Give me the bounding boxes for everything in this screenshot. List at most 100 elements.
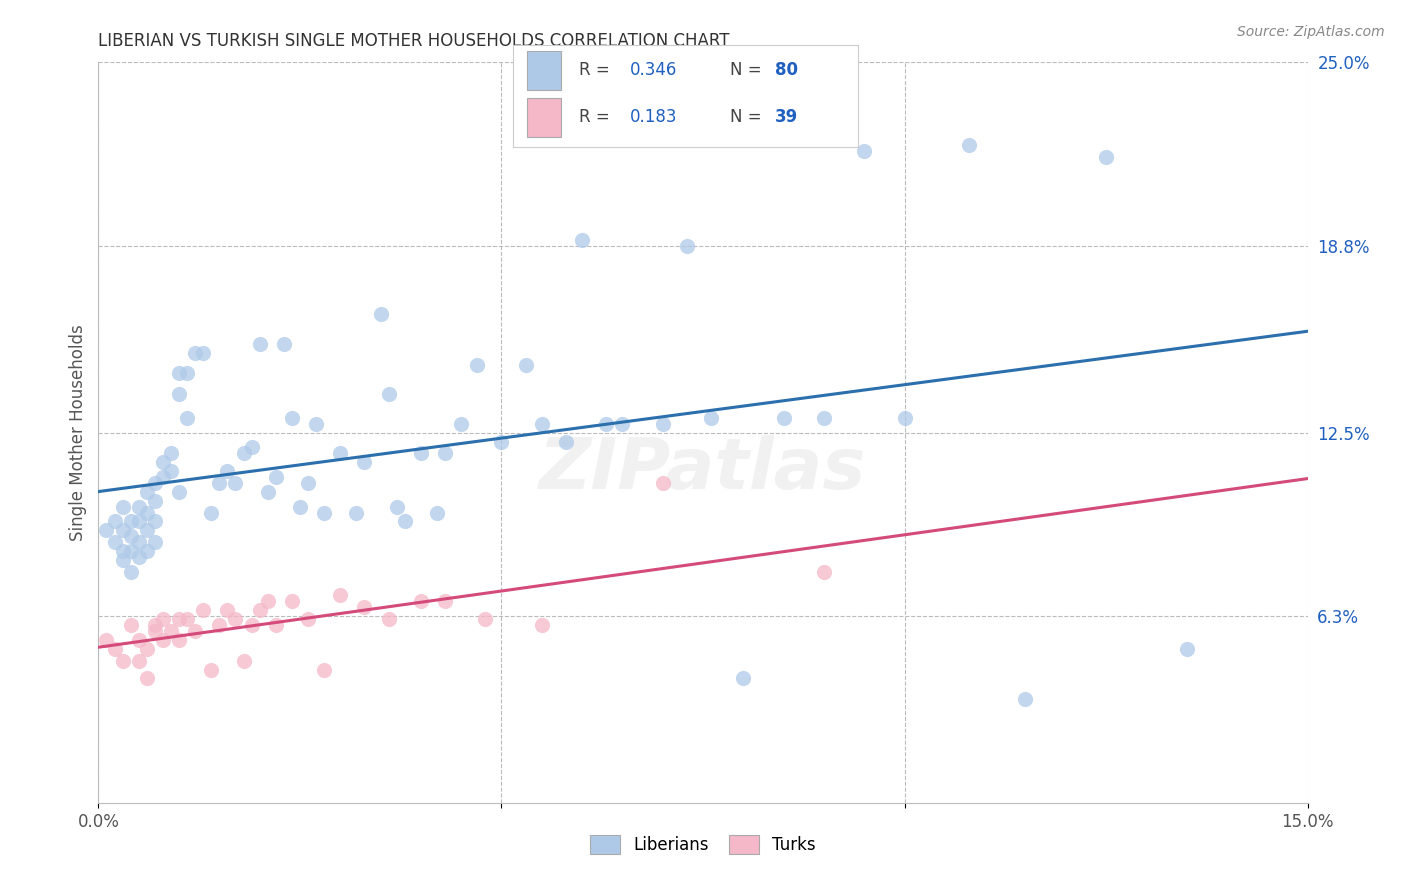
Point (571, 233, 593, 247)
Point (120, 618, 142, 632)
Point (143, 475, 166, 490)
Point (152, 455, 174, 469)
FancyBboxPatch shape (527, 51, 561, 90)
Point (530, 618, 553, 632)
Point (224, 475, 246, 490)
Point (733, 672, 755, 686)
Text: R =: R = (579, 62, 614, 79)
Point (305, 417, 328, 431)
Point (135, 641, 157, 656)
Y-axis label: Single Mother Households: Single Mother Households (69, 325, 87, 541)
Point (256, 594, 278, 608)
Point (184, 624, 207, 638)
Point (772, 410, 794, 425)
Point (853, 145, 876, 159)
Point (700, 410, 723, 425)
Point (111, 500, 134, 514)
Point (217, 603, 239, 617)
Point (135, 484, 157, 499)
Point (651, 475, 673, 490)
Point (249, 336, 271, 351)
Point (152, 612, 174, 626)
Point (232, 654, 254, 668)
Point (249, 603, 271, 617)
Point (314, 663, 336, 677)
Point (240, 441, 263, 455)
Point (676, 239, 699, 253)
Point (957, 138, 980, 153)
Text: N =: N = (730, 109, 768, 127)
Point (128, 654, 150, 668)
Point (595, 417, 617, 431)
Point (394, 515, 416, 529)
Legend: Liberians, Turks: Liberians, Turks (583, 829, 823, 861)
Point (120, 544, 142, 558)
Point (314, 506, 336, 520)
Point (160, 446, 183, 460)
Point (135, 544, 157, 558)
Point (329, 446, 352, 460)
Point (167, 387, 190, 401)
Point (515, 358, 537, 372)
Point (297, 612, 319, 626)
Text: 0.183: 0.183 (630, 109, 678, 127)
Point (434, 446, 457, 460)
Point (434, 594, 457, 608)
Point (111, 654, 134, 668)
Point (200, 506, 222, 520)
Point (176, 612, 198, 626)
Point (281, 410, 304, 425)
Point (193, 603, 215, 617)
Point (120, 515, 142, 529)
Point (96, 524, 118, 538)
Point (491, 434, 513, 449)
Point (184, 345, 207, 359)
Text: ZIPatlas: ZIPatlas (540, 435, 866, 504)
Point (344, 506, 367, 520)
Point (120, 529, 142, 543)
Point (217, 464, 239, 478)
Point (128, 535, 150, 549)
Point (329, 589, 352, 603)
Point (353, 455, 375, 469)
Point (465, 358, 488, 372)
Point (385, 500, 408, 514)
Point (143, 535, 166, 549)
Point (370, 307, 392, 321)
Point (143, 624, 166, 638)
Point (893, 410, 915, 425)
FancyBboxPatch shape (527, 98, 561, 137)
Point (555, 434, 578, 449)
Point (111, 544, 134, 558)
Point (167, 632, 190, 647)
Point (152, 470, 174, 484)
Text: LIBERIAN VS TURKISH SINGLE MOTHER HOUSEHOLDS CORRELATION CHART: LIBERIAN VS TURKISH SINGLE MOTHER HOUSEH… (98, 32, 730, 50)
Point (297, 475, 319, 490)
Text: 39: 39 (775, 109, 799, 127)
Point (111, 524, 134, 538)
Point (474, 612, 496, 626)
Point (167, 367, 190, 381)
Point (813, 565, 835, 579)
Point (813, 410, 835, 425)
Point (176, 367, 198, 381)
Point (167, 612, 190, 626)
Point (143, 515, 166, 529)
Point (193, 345, 215, 359)
Text: 0.346: 0.346 (630, 62, 678, 79)
Point (96, 632, 118, 647)
Point (160, 624, 183, 638)
Text: R =: R = (579, 109, 620, 127)
Point (1014, 692, 1036, 706)
Point (128, 632, 150, 647)
Point (208, 618, 231, 632)
Point (111, 553, 134, 567)
Point (612, 417, 634, 431)
Point (409, 594, 432, 608)
Point (426, 506, 449, 520)
Point (530, 417, 553, 431)
Point (409, 446, 432, 460)
Point (256, 484, 278, 499)
Point (128, 515, 150, 529)
Point (152, 632, 174, 647)
